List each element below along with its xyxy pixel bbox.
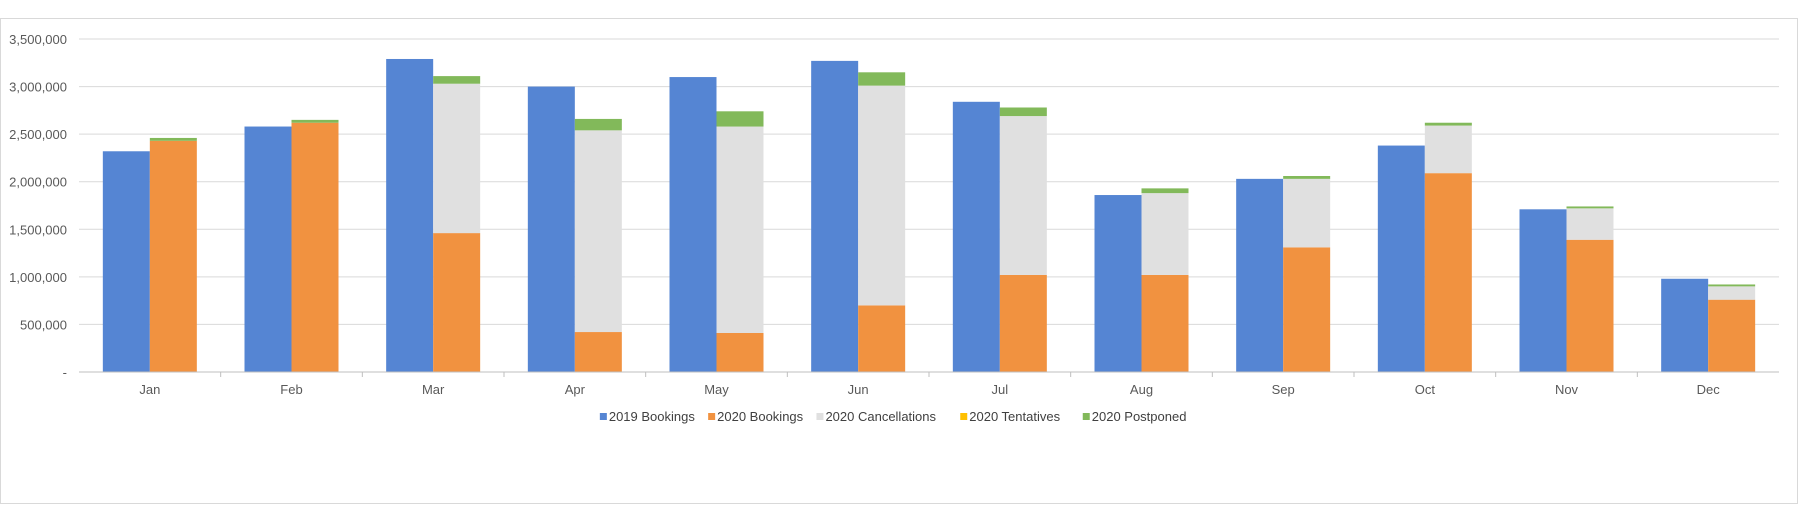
bar-2019-bookings-jan [102,151,150,372]
x-tick-label: Jan [139,382,160,397]
bar-2019-bookings-nov [1519,209,1567,372]
x-tick-label: Sep [1272,382,1295,397]
x-tick-label: Jun [848,382,869,397]
bar-2019-bookings-sep [1236,178,1284,372]
bar-2020-bookings-jan [149,140,197,372]
bar-2020-postponed-jun [858,72,906,86]
bar-2020-bookings-sep [1283,247,1331,372]
bar-2020-cancellations-dec [1708,286,1756,300]
y-tick-label: 2,500,000 [9,127,67,142]
bar-2019-bookings-jul [952,101,1000,373]
legend-label-2020-postponed: 2020 Postponed [1092,409,1187,424]
bar-2020-cancellations-may [716,126,764,333]
bar-2020-postponed-nov [1566,206,1614,209]
legend-label-2019-bookings: 2019 Bookings [609,409,696,424]
x-tick-label: Oct [1415,382,1436,397]
y-tick-label: 2,000,000 [9,175,67,190]
bar-2020-cancellations-jun [858,85,906,306]
bar-2020-bookings-may [716,332,764,372]
bar-2019-bookings-oct [1377,145,1425,372]
bar-chart: - 500,000 1,000,000 1,500,000 2,000,000 2,500… [9,32,1779,424]
y-tick-label: 500,000 [20,317,67,332]
bar-2019-bookings-apr [527,86,575,373]
bar-2020-bookings-mar [433,233,481,372]
bar-2020-bookings-oct [1424,173,1472,372]
bar-2020-postponed-feb [291,119,339,123]
bar-2020-cancellations-nov [1566,208,1614,240]
y-tick-label: 1,500,000 [9,222,67,237]
bar-2020-bookings-aug [1141,274,1189,372]
bar-2020-cancellations-jul [999,116,1047,275]
bar-2020-cancellations-aug [1141,193,1189,275]
bar-2020-cancellations-apr [574,130,622,333]
x-tick-label: Apr [565,382,586,397]
bar-2019-bookings-dec [1661,278,1709,372]
bar-2020-bookings-dec [1708,299,1756,372]
bar-2020-postponed-jul [999,107,1047,117]
legend-label-2020-tentatives: 2020 Tentatives [969,409,1060,424]
legend-swatch-2020-tentatives [960,413,968,420]
bar-2020-bookings-nov [1566,239,1614,372]
bar-2019-bookings-mar [386,58,434,372]
legend: 2019 Bookings 2020 Bookings 2020 Cancellat… [599,409,1187,424]
bar-2020-postponed-oct [1424,122,1472,126]
y-tick-label: 3,500,000 [9,32,67,47]
x-tick-label: Dec [1697,382,1721,397]
bar-2020-postponed-aug [1141,188,1189,194]
bar-2020-bookings-jul [999,274,1047,372]
bar-2020-bookings-feb [291,122,339,373]
bar-2020-cancellations-oct [1424,125,1472,174]
y-tick-label: - [63,365,67,380]
bar-2020-bookings-apr [574,332,622,372]
bar-2020-cancellations-sep [1283,178,1331,248]
x-tick-label: Mar [422,382,445,397]
legend-label-2020-bookings: 2020 Bookings [717,409,804,424]
bar-2020-postponed-sep [1283,176,1331,179]
bar-2020-postponed-may [716,111,764,127]
bar-2020-postponed-jan [149,137,197,141]
x-tick-label: Feb [280,382,302,397]
x-tick-label: Aug [1130,382,1153,397]
x-tick-label: Nov [1555,382,1579,397]
bar-2019-bookings-jun [811,60,859,372]
bars [102,58,1756,373]
legend-swatch-2020-postponed [1082,413,1090,420]
bar-2019-bookings-may [669,77,717,373]
x-tick-label: May [704,382,729,397]
bar-2019-bookings-aug [1094,195,1142,372]
legend-swatch-2020-cancellations [816,413,824,420]
bar-2020-postponed-mar [433,76,481,84]
legend-swatch-2019-bookings [599,413,607,420]
y-tick-label: 1,000,000 [9,270,67,285]
x-tick-label: Jul [992,382,1009,397]
legend-swatch-2020-bookings [708,413,716,420]
chart-frame: - 500,000 1,000,000 1,500,000 2,000,000 2,500… [0,18,1798,504]
legend-label-2020-cancellations: 2020 Cancellations [825,409,936,424]
bar-2020-cancellations-mar [433,83,481,234]
axes: - 500,000 1,000,000 1,500,000 2,000,000 2,500… [9,32,1779,397]
bar-2020-bookings-jun [858,305,906,372]
bar-2020-postponed-dec [1708,284,1756,287]
gridlines [79,38,1779,325]
y-tick-label: 3,000,000 [9,80,67,95]
bar-2020-postponed-apr [574,118,622,131]
bar-2019-bookings-feb [244,126,292,372]
